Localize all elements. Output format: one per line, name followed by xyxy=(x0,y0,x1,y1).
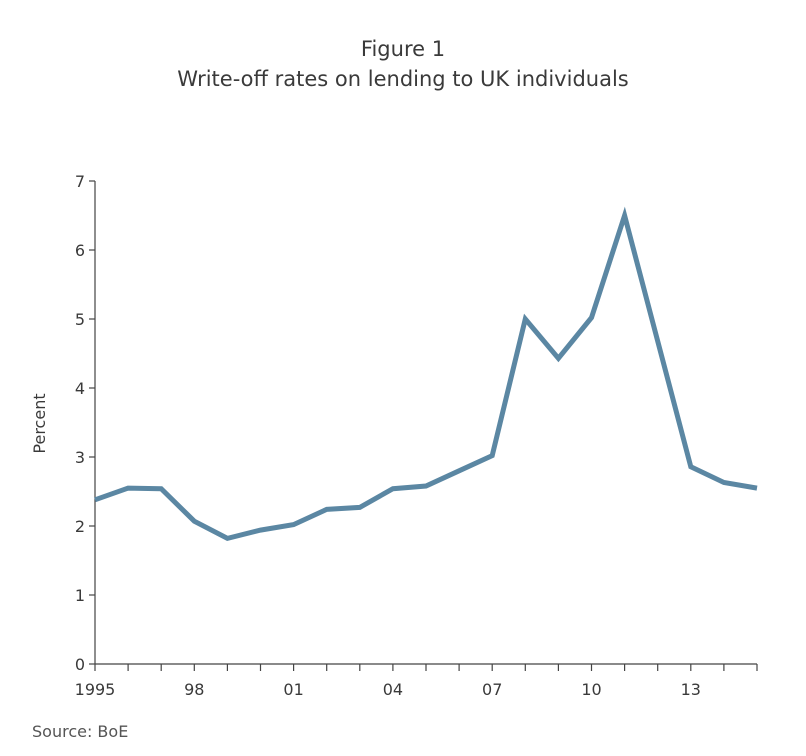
chart-axes xyxy=(94,181,757,665)
x-tick-label: 04 xyxy=(383,680,403,699)
y-tick-label: 2 xyxy=(75,517,85,536)
x-tick-label: 07 xyxy=(482,680,502,699)
y-tick-label: 1 xyxy=(75,586,85,605)
chart-title: Write-off rates on lending to UK individ… xyxy=(177,67,629,91)
y-tick-label: 4 xyxy=(75,379,85,398)
source-note: Source: BoE xyxy=(32,722,129,741)
chart-title-block: Figure 1 Write-off rates on lending to U… xyxy=(0,34,806,94)
x-tick-label: 98 xyxy=(184,680,204,699)
chart-series xyxy=(94,206,758,542)
y-tick-label: 3 xyxy=(75,448,85,467)
y-tick-label: 7 xyxy=(75,172,85,191)
figure-label: Figure 1 xyxy=(360,37,446,61)
y-axis-label: Percent xyxy=(30,393,49,453)
x-tick-label: 10 xyxy=(581,680,601,699)
x-tick-label: 01 xyxy=(283,680,303,699)
x-tick-label: 13 xyxy=(681,680,701,699)
series-line xyxy=(94,206,758,542)
y-tick-label: 6 xyxy=(75,241,85,260)
y-tick-label: 0 xyxy=(75,655,85,674)
y-tick-label: 5 xyxy=(75,310,85,329)
x-tick-label: 1995 xyxy=(75,680,116,699)
